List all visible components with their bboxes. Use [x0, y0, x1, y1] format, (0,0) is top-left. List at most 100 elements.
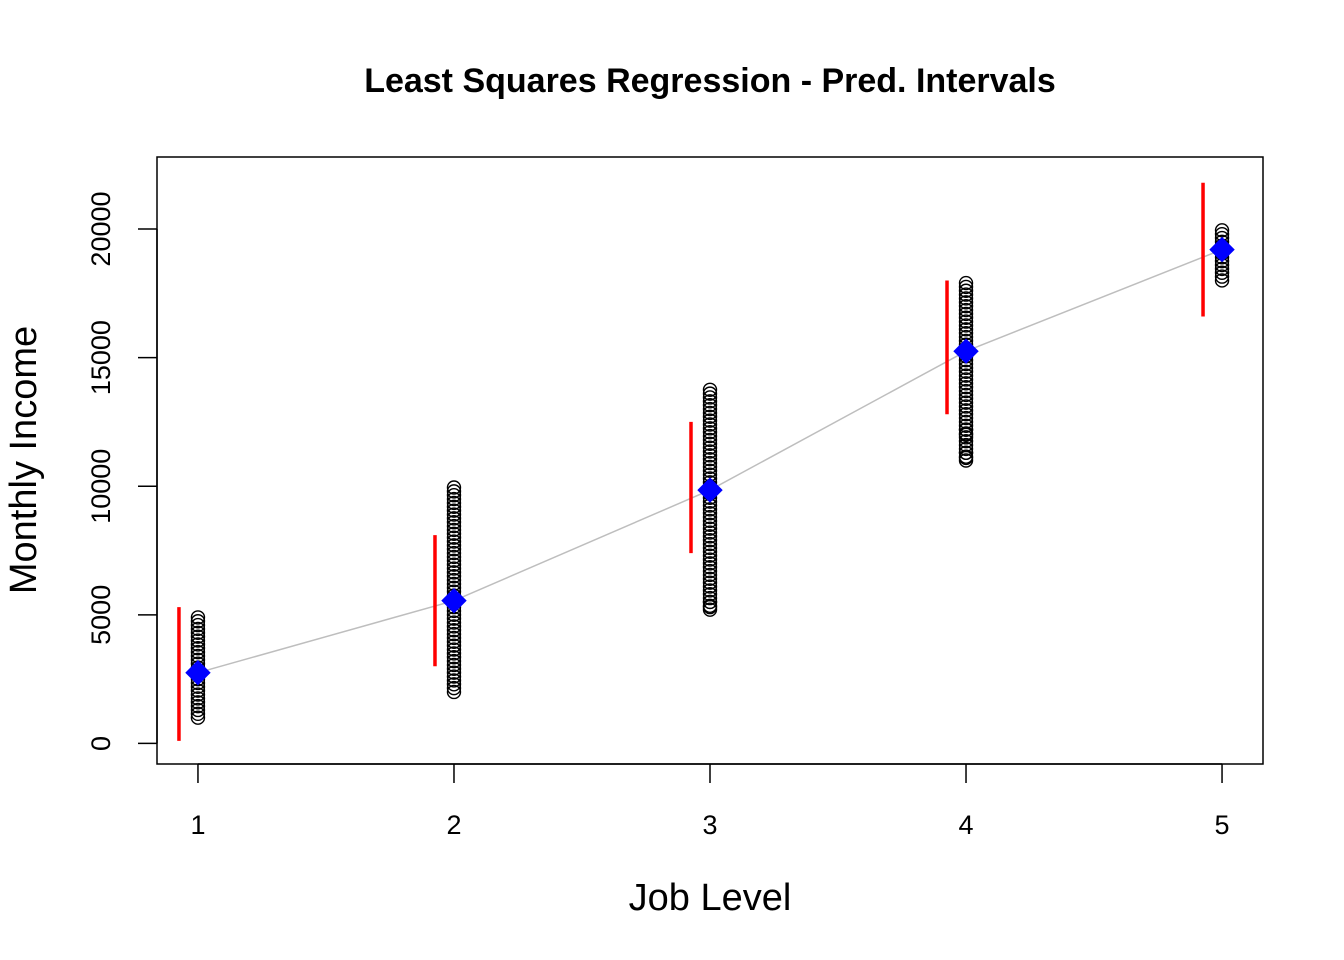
observation-point	[958, 368, 974, 383]
observation-point	[958, 275, 974, 291]
observation-point	[446, 499, 462, 514]
observation-point	[446, 646, 462, 661]
observation-point	[702, 382, 718, 397]
observation-point	[958, 410, 974, 426]
observation-point	[958, 399, 974, 414]
y-tick-label: 5000	[86, 585, 116, 645]
observation-point	[190, 641, 206, 656]
observation-point	[702, 417, 718, 432]
observation-point	[702, 386, 718, 401]
observation-point	[958, 295, 974, 310]
observation-point	[702, 548, 718, 563]
observation-point	[1214, 269, 1230, 284]
observation-point	[702, 459, 718, 475]
observation-point	[446, 484, 462, 499]
observation-point	[446, 530, 462, 545]
observation-point	[446, 684, 462, 700]
observation-point	[958, 422, 974, 437]
observation-point	[958, 298, 974, 314]
y-axis: 0 5000 10000 15000 20000	[86, 191, 158, 751]
fitted-point	[441, 587, 467, 614]
observation-point	[446, 677, 462, 692]
observation-point	[702, 436, 718, 451]
observation-point	[190, 706, 206, 722]
observation-point	[702, 463, 718, 478]
observation-point	[1214, 265, 1230, 280]
observation-point	[702, 506, 718, 521]
observation-point	[1214, 273, 1230, 288]
observation-point	[446, 665, 462, 680]
observation-point	[958, 445, 974, 460]
observation-point	[446, 661, 462, 677]
observation-point	[702, 521, 718, 536]
observation-point	[958, 318, 974, 333]
observation-point	[702, 413, 718, 428]
observation-point	[190, 614, 206, 629]
observation-point	[958, 450, 974, 466]
observation-point	[958, 434, 974, 449]
observation-point	[958, 279, 974, 295]
observation-point	[190, 695, 206, 710]
observation-point	[446, 673, 462, 688]
observation-point	[446, 491, 462, 507]
observation-point	[702, 390, 718, 405]
observation-point	[1214, 223, 1230, 238]
observation-point	[446, 650, 462, 665]
observation-point	[702, 536, 718, 552]
observation-point	[702, 599, 718, 615]
observation-point	[702, 594, 718, 610]
x-tick-label: 5	[1215, 810, 1230, 840]
observation-point	[958, 314, 974, 329]
fitted-point	[185, 659, 211, 686]
fit-line-layer	[197, 248, 1223, 674]
observation-point	[446, 545, 462, 561]
observation-point	[190, 702, 206, 718]
observation-point	[958, 407, 974, 422]
observation-point	[446, 680, 462, 696]
observation-point	[446, 630, 462, 646]
observation-point	[446, 615, 462, 630]
observation-point	[190, 629, 206, 644]
observation-point	[190, 710, 206, 725]
observation-point	[702, 552, 718, 567]
observation-point	[446, 561, 462, 576]
observation-point	[958, 403, 974, 418]
x-tick-label: 1	[190, 810, 205, 840]
observation-point	[446, 623, 462, 638]
observation-point	[446, 526, 462, 542]
observation-point	[702, 575, 718, 590]
observation-point	[702, 421, 718, 436]
observation-point	[958, 391, 974, 406]
observation-point	[702, 401, 718, 417]
observation-point	[190, 610, 206, 625]
fitted-point	[1209, 236, 1235, 263]
observation-point	[446, 534, 462, 549]
observation-point	[190, 644, 206, 660]
observation-point	[958, 427, 974, 442]
observation-point	[702, 579, 718, 594]
observation-point	[702, 583, 718, 598]
observation-point	[446, 507, 462, 522]
observation-point	[702, 563, 718, 579]
observation-point	[190, 691, 206, 706]
observation-point	[446, 522, 462, 538]
observation-point	[958, 364, 974, 379]
observation-point	[446, 619, 462, 634]
observation-point	[1214, 261, 1230, 277]
observation-point	[958, 383, 974, 399]
observation-point	[702, 513, 718, 529]
observation-point	[702, 440, 718, 455]
fitted-values-layer	[185, 236, 1235, 686]
observation-point	[446, 638, 462, 653]
observation-point	[446, 626, 462, 642]
observation-point	[446, 549, 462, 565]
observation-point	[446, 515, 462, 530]
observation-point	[702, 509, 718, 525]
observation-point	[702, 567, 718, 583]
observation-point	[702, 448, 718, 463]
observation-point	[446, 657, 462, 673]
observation-point	[702, 529, 718, 544]
observation-point	[702, 556, 718, 571]
observation-point	[190, 687, 206, 702]
